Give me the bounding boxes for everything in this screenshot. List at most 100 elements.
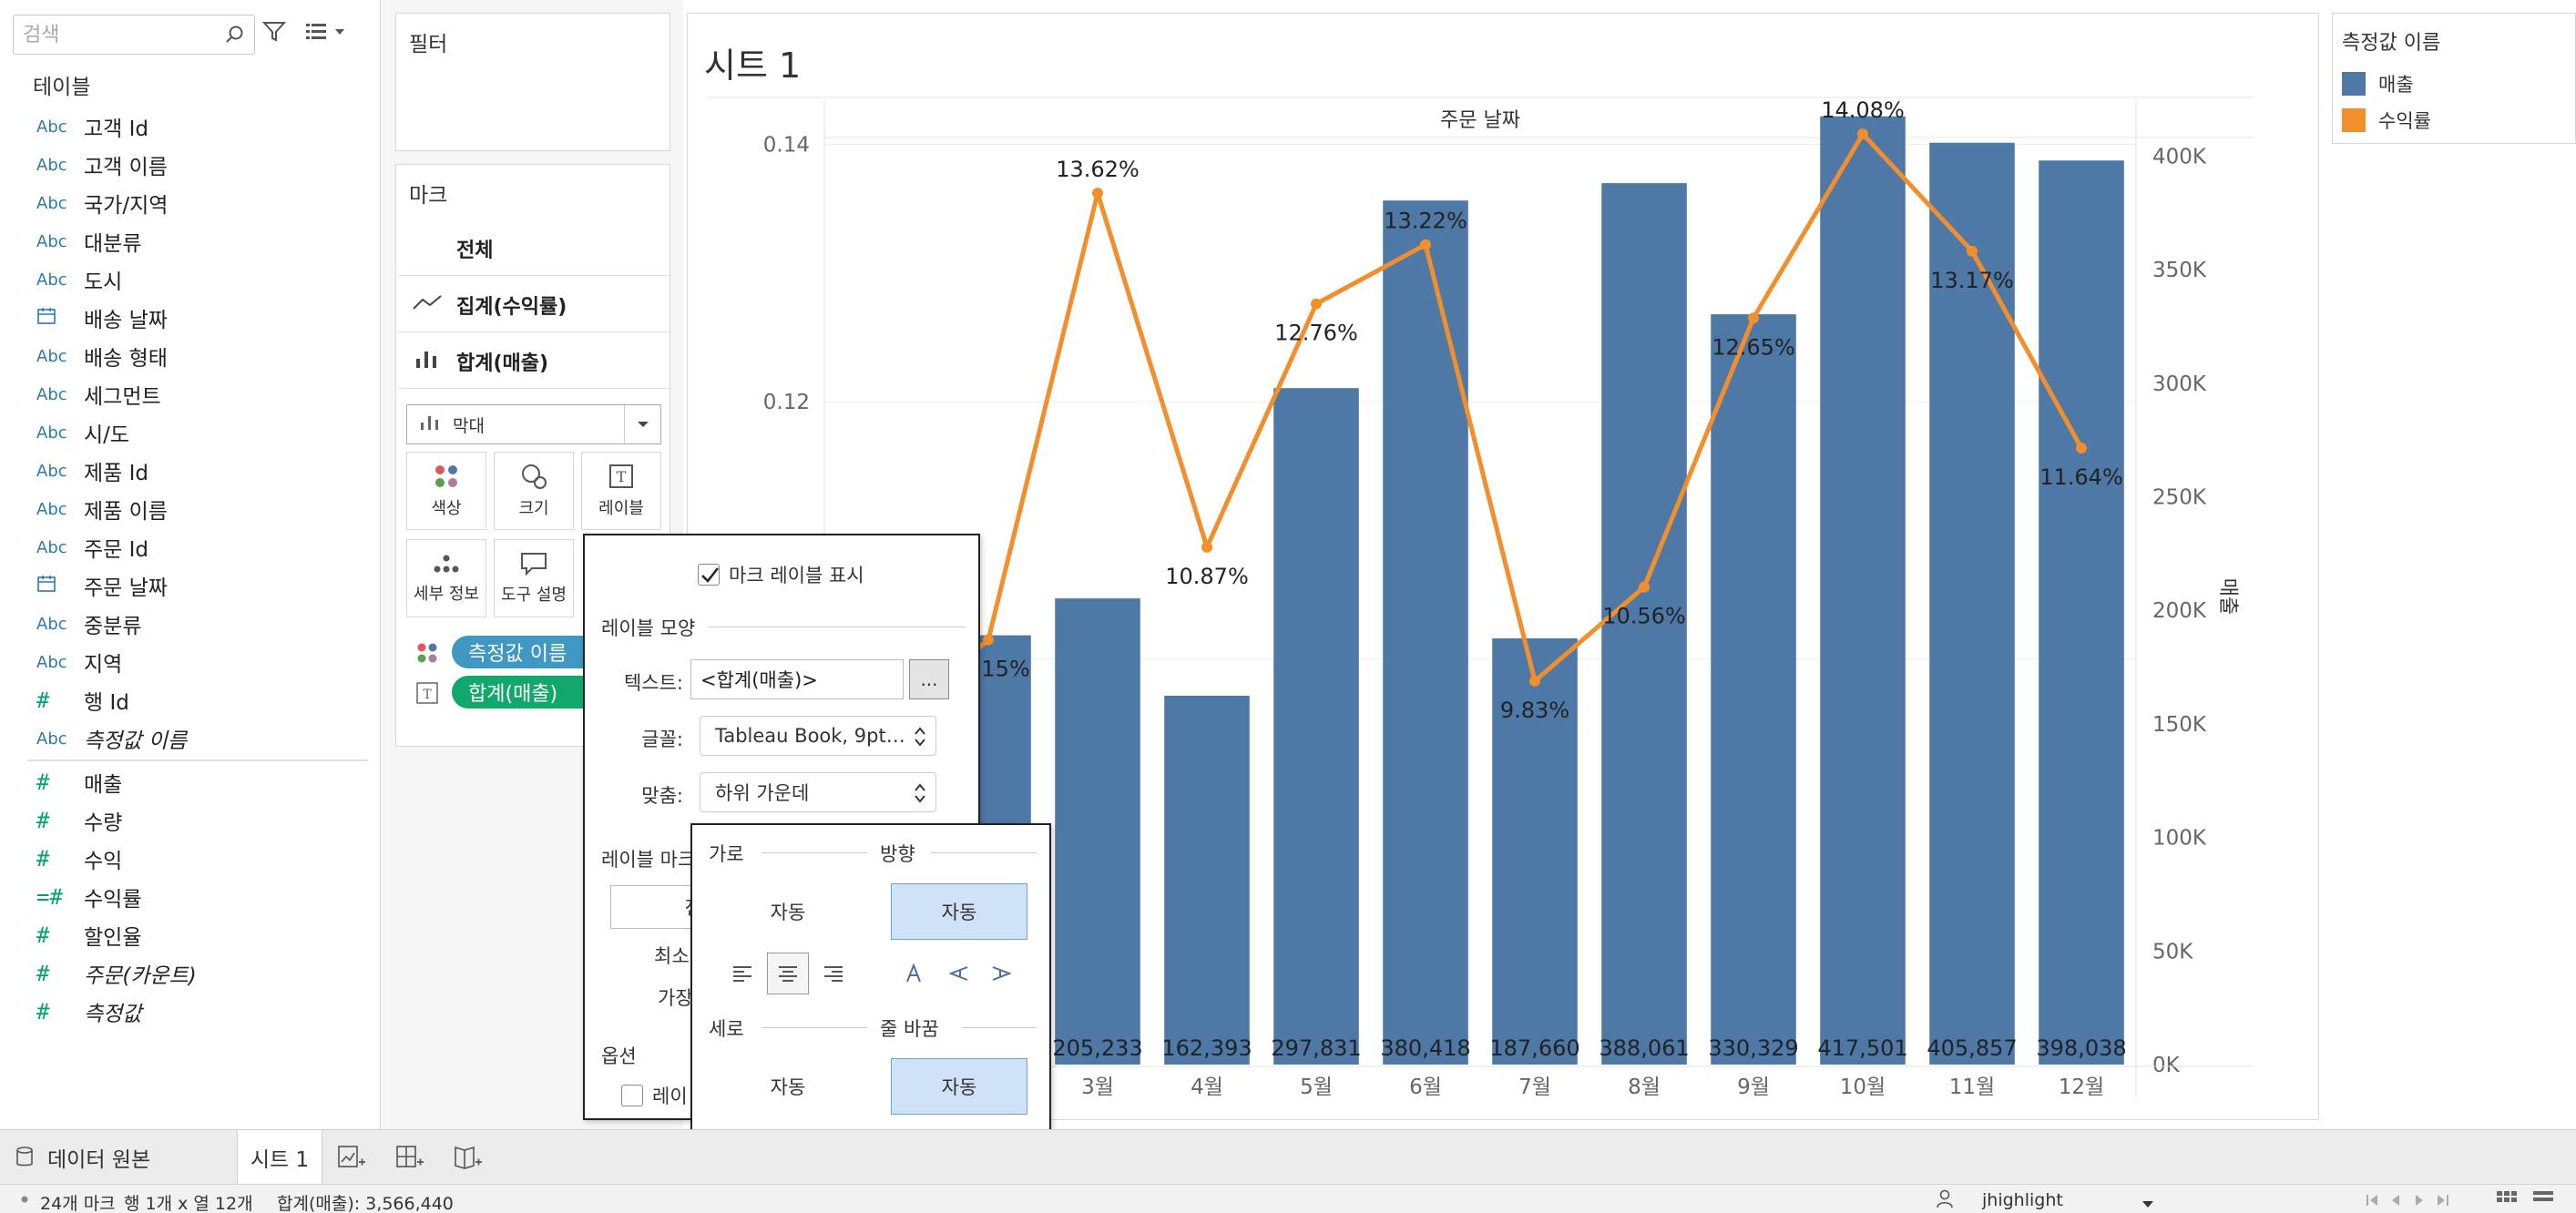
sheet-nav-icons[interactable] <box>2365 1192 2467 1212</box>
filters-card[interactable]: 필터 <box>395 13 670 151</box>
dimension-type-icon: Abc <box>36 346 67 366</box>
checkmark-icon <box>701 567 719 583</box>
list-view-icon[interactable] <box>304 20 348 44</box>
text-field[interactable]: <합계(매출)> <box>690 659 904 699</box>
list-layout-icon[interactable] <box>2532 1190 2554 1213</box>
label-button[interactable]: T 레이블 <box>581 452 661 530</box>
line-chart-icon <box>398 292 456 318</box>
text-rotate-up-icon[interactable] <box>938 953 980 994</box>
field-label: 측정값 <box>84 1003 142 1026</box>
sales-bar-label: 405,857 <box>1927 1035 2017 1061</box>
field-item[interactable]: # 매출 <box>0 763 381 801</box>
profit-ratio-line <box>877 131 2084 733</box>
wrap-auto-button[interactable]: 자동 <box>891 1058 1027 1115</box>
legend-label-sales: 매출 <box>2378 74 2414 96</box>
color-dots-icon <box>435 465 457 487</box>
measure-type-icon: =# <box>36 884 63 910</box>
new-dashboard-icon[interactable] <box>392 1139 428 1176</box>
sales-bar-label: 297,831 <box>1271 1035 1361 1061</box>
direction-auto-button[interactable]: 자동 <box>891 883 1027 940</box>
overlap-checkbox[interactable] <box>621 1085 643 1106</box>
dimension-type-icon: Abc <box>36 384 67 404</box>
label-appearance-title: 레이블 모양 <box>601 617 696 639</box>
field-divider <box>27 759 368 761</box>
align-left-icon[interactable] <box>721 953 763 994</box>
field-item[interactable]: Abc 중분류 <box>0 605 381 643</box>
edit-text-button[interactable]: ... <box>909 659 949 699</box>
show-labels-checkbox[interactable] <box>698 564 720 586</box>
filter-icon[interactable] <box>262 20 286 44</box>
color-button[interactable]: 색상 <box>406 452 486 530</box>
field-item[interactable]: # 행 Id <box>0 681 381 719</box>
measure-names-pill-label: 측정값 이름 <box>468 643 567 666</box>
new-sheet-icon[interactable] <box>333 1139 370 1176</box>
field-item[interactable]: Abc 세그먼트 <box>0 375 381 413</box>
field-item[interactable]: # 수익 <box>0 840 381 878</box>
field-item[interactable]: Abc 측정값 이름 <box>0 719 381 758</box>
horizontal-auto-button[interactable]: 자동 <box>770 902 806 923</box>
field-item[interactable]: 배송 날짜 <box>0 299 381 337</box>
field-item[interactable]: # 수량 <box>0 801 381 840</box>
right-axis-tick: 250K <box>2152 485 2207 509</box>
align-center-icon[interactable] <box>767 953 809 994</box>
search-box[interactable] <box>13 15 255 55</box>
right-axis-tick: 150K <box>2152 713 2207 737</box>
legend-item-profit-ratio[interactable]: 수익률 <box>2342 107 2431 134</box>
x-axis-tick: 4월 <box>1191 1075 1223 1099</box>
font-select[interactable]: Tableau Book, 9pt… <box>700 716 936 756</box>
alignment-select[interactable]: 하위 가운데 <box>700 772 936 812</box>
field-item[interactable]: Abc 고객 이름 <box>0 146 381 184</box>
field-item[interactable]: Abc 고객 Id <box>0 107 381 146</box>
measure-type-icon: # <box>36 688 50 713</box>
chevron-down-icon[interactable] <box>624 405 660 443</box>
field-item[interactable]: # 주문(카운트) <box>0 954 381 993</box>
field-item[interactable]: Abc 시/도 <box>0 413 381 452</box>
search-icon[interactable] <box>225 25 245 45</box>
vertical-auto-button[interactable]: 자동 <box>770 1076 806 1098</box>
status-user[interactable]: jhighlight <box>1982 1190 2063 1210</box>
field-item[interactable]: Abc 주문 Id <box>0 528 381 566</box>
user-menu-chevron-icon[interactable] <box>2141 1194 2155 1213</box>
horizontal-title: 가로 <box>709 843 744 865</box>
field-item[interactable]: Abc 제품 Id <box>0 452 381 490</box>
text-upright-icon[interactable] <box>893 953 935 994</box>
text-rotate-down-icon[interactable] <box>980 953 1022 994</box>
field-item[interactable]: 주문 날짜 <box>0 566 381 605</box>
detail-button[interactable]: 세부 정보 <box>406 539 486 617</box>
field-item[interactable]: =# 수익률 <box>0 878 381 916</box>
data-source-tab[interactable]: 데이터 원본 <box>15 1130 233 1185</box>
sheet-1-tab[interactable]: 시트 1 <box>237 1130 322 1185</box>
field-item[interactable]: # 측정값 <box>0 993 381 1031</box>
field-item[interactable]: # 할인율 <box>0 916 381 954</box>
field-item[interactable]: Abc 제품 이름 <box>0 490 381 528</box>
right-axis-tick: 350K <box>2152 259 2207 282</box>
calendar-icon <box>0 574 84 598</box>
field-item[interactable]: Abc 배송 형태 <box>0 337 381 375</box>
label-shelf-icon: T <box>415 681 439 708</box>
size-button[interactable]: 크기 <box>494 452 574 530</box>
profit-ratio-point <box>1420 239 1431 250</box>
divider <box>762 852 867 853</box>
grid-view-icon[interactable] <box>2496 1190 2518 1213</box>
svg-text:T: T <box>423 688 432 702</box>
field-item[interactable]: Abc 국가/지역 <box>0 184 381 222</box>
mark-type-select[interactable]: 막대 <box>406 404 661 444</box>
marks-all-row[interactable]: 전체 <box>398 221 670 276</box>
align-right-icon[interactable] <box>813 953 854 994</box>
marks-sales-row[interactable]: 합계(매출) <box>398 334 670 389</box>
overlap-option-row[interactable]: 레이 <box>621 1082 688 1109</box>
field-item[interactable]: Abc 지역 <box>0 643 381 681</box>
x-axis-tick: 5월 <box>1300 1075 1333 1099</box>
profit-ratio-label: 10.87% <box>1165 564 1249 589</box>
detail-dots-icon <box>434 555 459 573</box>
tooltip-button[interactable]: 도구 설명 <box>494 539 574 617</box>
search-input[interactable] <box>23 21 214 48</box>
show-mark-labels-row[interactable]: 마크 레이블 표시 <box>698 561 864 588</box>
dimension-type-icon: Abc <box>36 193 67 213</box>
new-story-icon[interactable] <box>450 1139 486 1176</box>
marks-profit-ratio-row[interactable]: 집계(수익률) <box>398 278 670 332</box>
field-item[interactable]: Abc 도시 <box>0 260 381 299</box>
sales-bar-label: 205,233 <box>1052 1035 1142 1061</box>
field-item[interactable]: Abc 대분류 <box>0 222 381 260</box>
legend-item-sales[interactable]: 매출 <box>2342 70 2414 97</box>
